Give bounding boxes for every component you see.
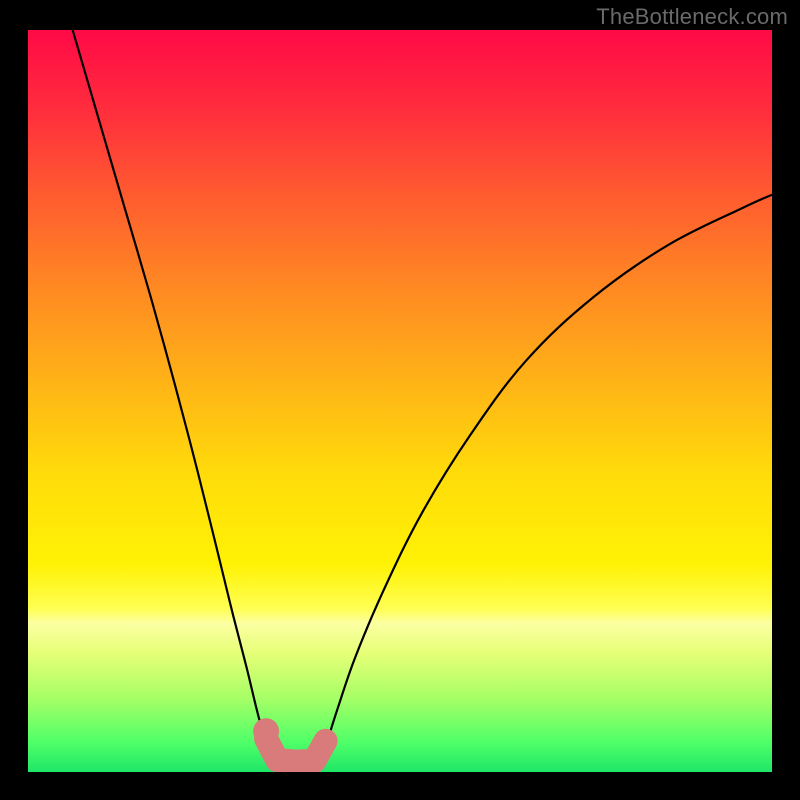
highlight-trough [266,739,326,762]
chart-curves [28,30,772,772]
plot-area [28,30,772,772]
curve-left [73,30,266,736]
watermark-text: TheBottleneck.com [596,4,788,30]
curve-right [329,195,772,737]
